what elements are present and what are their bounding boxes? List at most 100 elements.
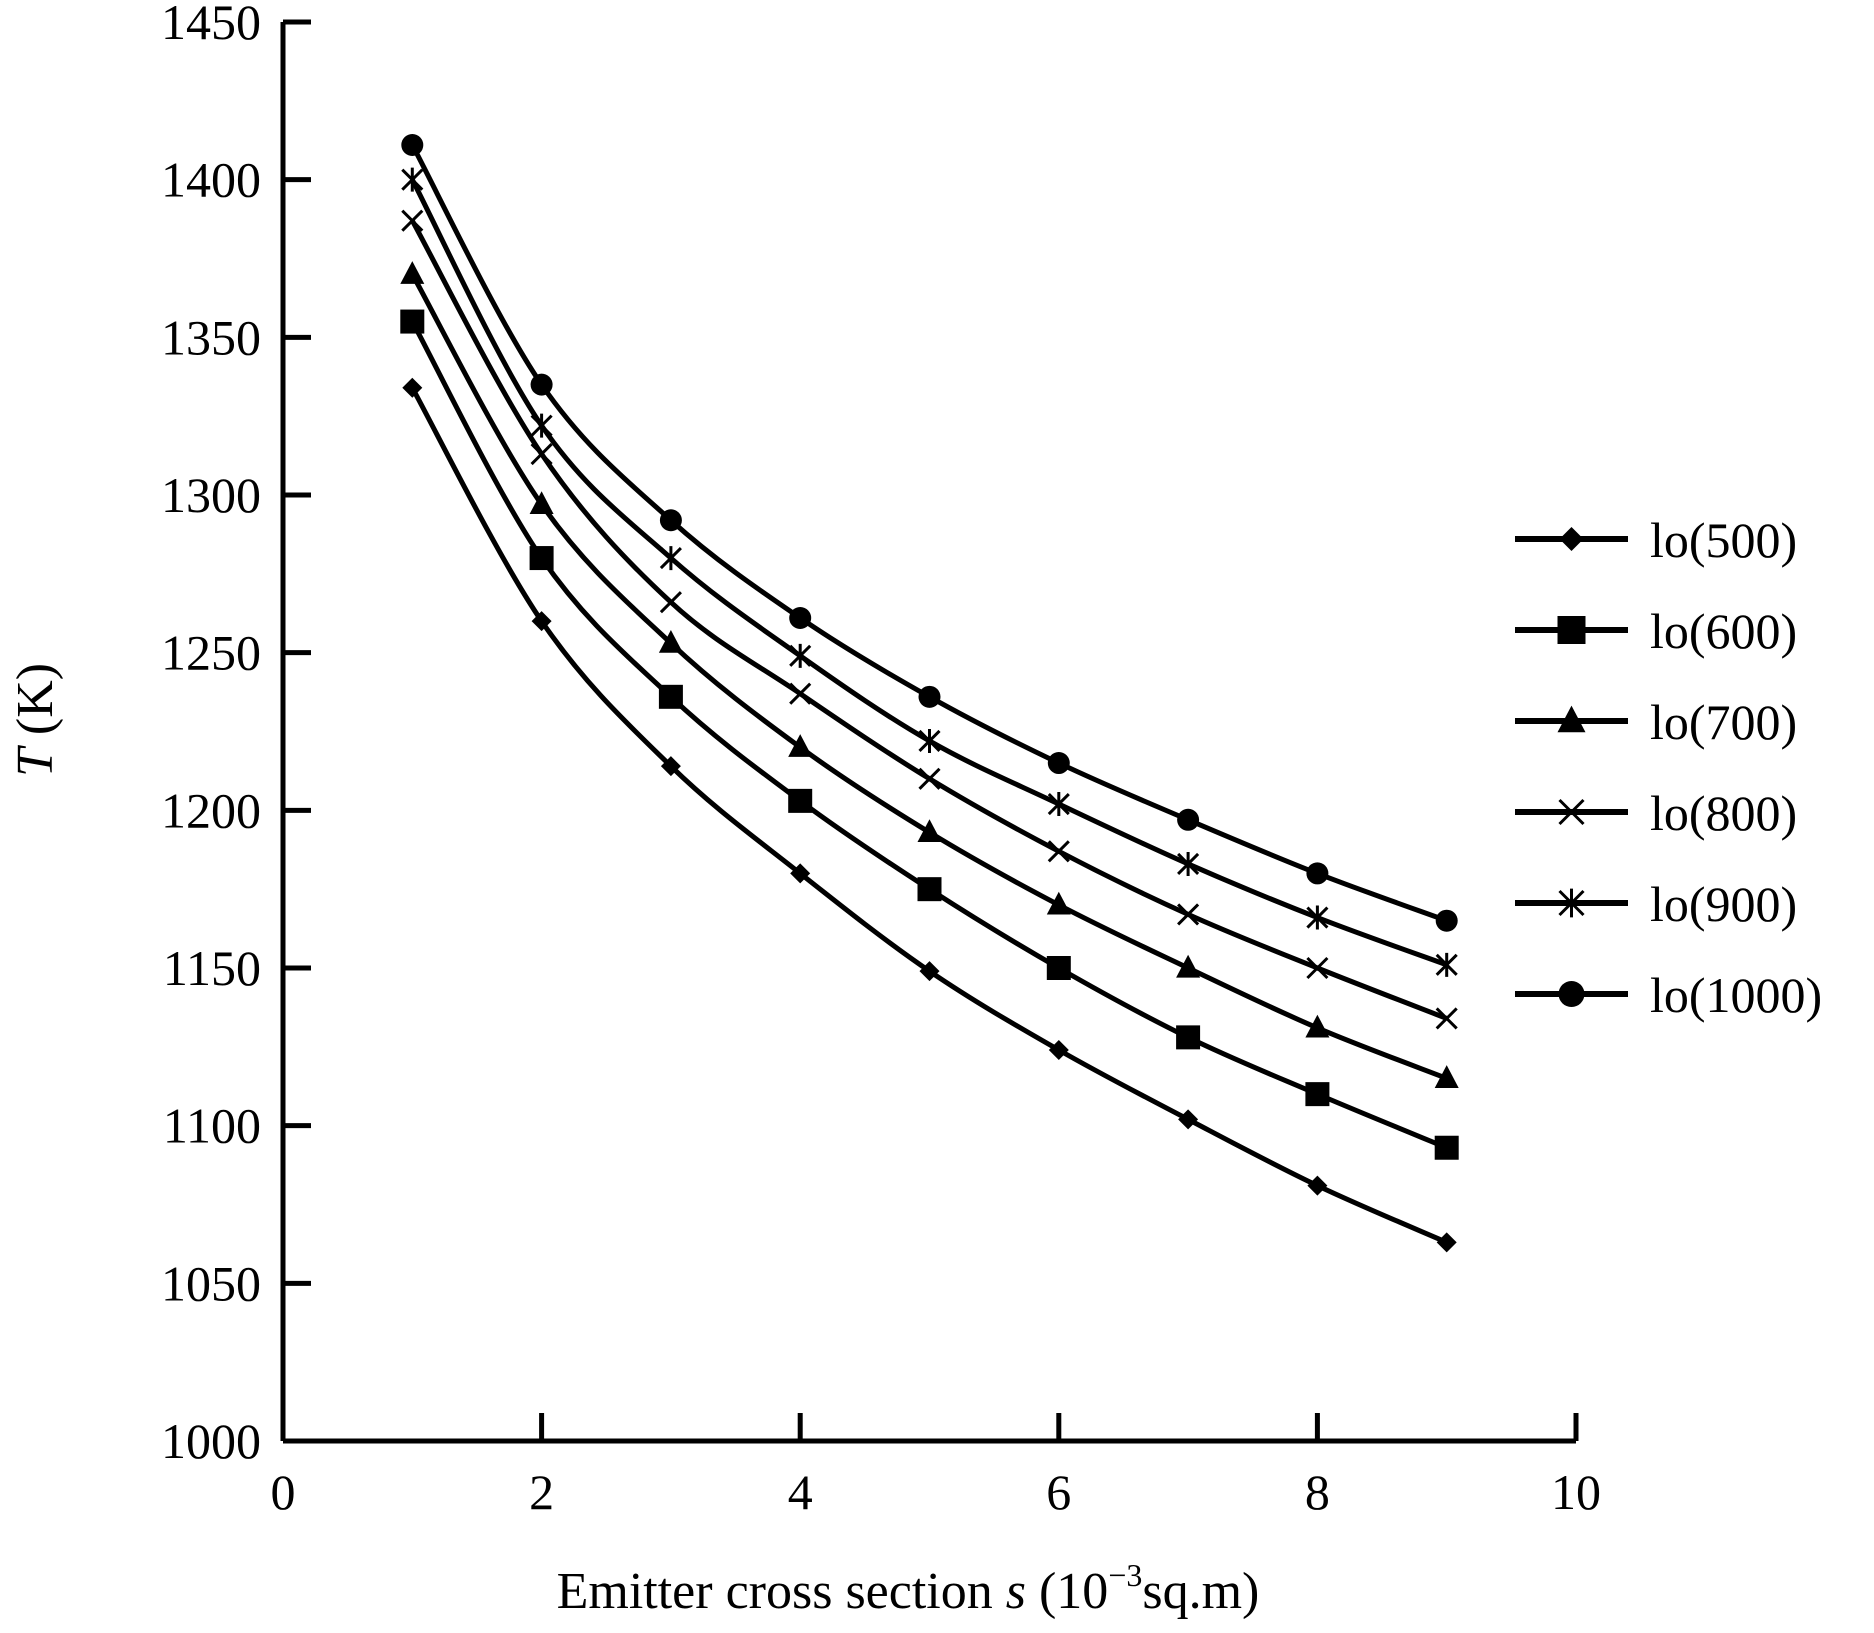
x-axis-title-main: Emitter cross section	[557, 1563, 1006, 1620]
data-point	[1177, 903, 1200, 926]
data-point	[1177, 808, 1200, 831]
legend-label: lo(1000)	[1650, 967, 1822, 1023]
legend-swatch-marker	[1557, 616, 1586, 644]
data-point	[401, 133, 424, 156]
data-point	[1047, 840, 1070, 863]
legend-item: lo(500)	[1515, 512, 1797, 568]
data-point	[658, 684, 683, 709]
legend-item: lo(900)	[1515, 876, 1797, 932]
legend-item: lo(1000)	[1515, 967, 1822, 1023]
data-point	[918, 728, 941, 753]
data-point	[1305, 1082, 1330, 1107]
legend: lo(500) lo(600) lo(700) lo(800) lo(900) lo(10…	[1515, 512, 1822, 1023]
data-point	[400, 261, 425, 284]
data-point	[1176, 954, 1201, 978]
y-tick-label: 1050	[161, 1255, 261, 1311]
data-point	[1046, 891, 1071, 915]
x-tick-label: 4	[788, 1464, 813, 1520]
y-tick-label: 1100	[163, 1098, 261, 1154]
data-point	[788, 788, 813, 813]
x-axis-title-unit-end: sq.m)	[1142, 1563, 1259, 1620]
data-point	[919, 961, 940, 982]
x-axis-title-exponent: −3	[1108, 1557, 1142, 1593]
data-point	[529, 491, 554, 515]
y-tick-label: 1400	[161, 152, 261, 208]
data-point	[402, 377, 423, 398]
series-6	[401, 133, 1458, 932]
legend-label: lo(900)	[1650, 876, 1797, 932]
axes: 1000 1050 1100 1150 1200 1250 1300 1350 1400 1450…	[161, 0, 1601, 1520]
legend-label: lo(700)	[1650, 694, 1797, 750]
data-point	[918, 767, 941, 790]
x-tick-label: 8	[1305, 1464, 1330, 1520]
data-point	[1046, 956, 1071, 980]
data-point	[1434, 1065, 1459, 1088]
x-axis-title-var: s	[1006, 1563, 1026, 1620]
legend-swatch-marker	[1558, 888, 1585, 918]
series-2	[400, 309, 1459, 1160]
data-point	[1435, 909, 1458, 932]
data-point	[1307, 1175, 1328, 1196]
data-point	[1435, 1007, 1458, 1030]
data-point	[401, 209, 424, 232]
data-point	[529, 546, 554, 571]
y-tick-label: 1300	[161, 467, 261, 523]
data-point	[658, 630, 683, 653]
data-point	[401, 167, 424, 192]
series-line	[410, 386, 1448, 1245]
y-tick-label: 1000	[161, 1413, 261, 1469]
y-axis-title-unit: (K)	[7, 663, 64, 748]
series-5	[401, 167, 1458, 977]
y-tick-label: 1200	[161, 782, 261, 838]
x-tick-label: 10	[1551, 1464, 1601, 1520]
data-point	[789, 606, 812, 629]
x-axis-title: Emitter cross section s (10−3sq.m)	[557, 1557, 1260, 1620]
y-tick-label: 1350	[161, 309, 261, 365]
y-axis-title: T (K)	[7, 663, 64, 777]
series-1	[402, 377, 1457, 1253]
series-layer	[400, 133, 1459, 1253]
data-point	[659, 591, 682, 614]
data-point	[1176, 1025, 1201, 1050]
legend-swatch-marker	[1559, 527, 1584, 551]
data-point	[1306, 905, 1329, 930]
data-point	[400, 309, 425, 334]
data-point	[530, 442, 553, 466]
x-tick-label: 0	[271, 1464, 296, 1520]
data-point	[917, 877, 942, 902]
data-point	[918, 685, 941, 708]
legend-label: lo(500)	[1650, 512, 1797, 568]
data-point	[1305, 1014, 1330, 1038]
y-tick-label: 1150	[163, 940, 261, 996]
legend-item: lo(700)	[1515, 694, 1797, 750]
data-point	[659, 546, 682, 571]
data-point	[1177, 851, 1200, 876]
y-tick-label: 1250	[161, 625, 261, 681]
data-point	[1306, 956, 1329, 980]
data-point	[1047, 792, 1070, 817]
legend-item: lo(800)	[1515, 785, 1797, 841]
data-point	[659, 509, 682, 532]
series-line	[410, 143, 1448, 924]
x-tick-label: 6	[1046, 1464, 1071, 1520]
legend-swatch-marker	[1558, 798, 1585, 826]
y-axis-title-var: T	[7, 745, 64, 777]
series-4	[401, 209, 1458, 1030]
legend-label: lo(800)	[1650, 785, 1797, 841]
data-point	[660, 756, 681, 777]
legend-label: lo(600)	[1650, 603, 1797, 659]
data-point	[917, 819, 942, 843]
series-3	[400, 261, 1459, 1088]
data-point	[1048, 1039, 1069, 1060]
data-point	[1436, 1232, 1457, 1253]
data-point	[789, 682, 812, 705]
data-point	[1434, 1135, 1459, 1160]
legend-item: lo(600)	[1515, 603, 1797, 659]
data-point	[530, 413, 553, 438]
data-point	[1178, 1109, 1199, 1130]
data-point	[788, 734, 813, 757]
data-point	[1047, 752, 1070, 775]
data-point	[531, 611, 552, 632]
